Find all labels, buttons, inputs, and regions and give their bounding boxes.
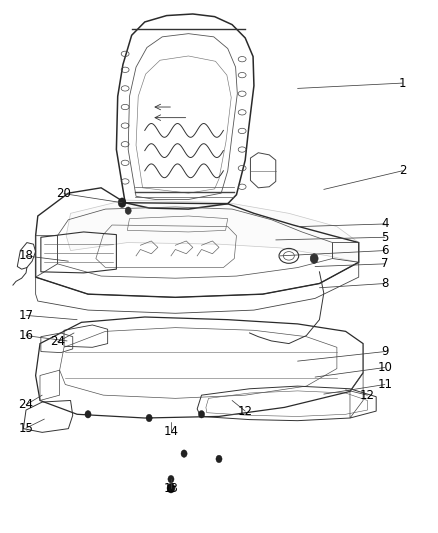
Circle shape xyxy=(168,475,174,483)
Text: 9: 9 xyxy=(381,345,389,358)
Circle shape xyxy=(310,254,318,263)
Text: 6: 6 xyxy=(381,244,389,257)
Text: 13: 13 xyxy=(163,482,178,495)
Circle shape xyxy=(216,455,222,463)
Text: 17: 17 xyxy=(18,309,34,322)
Circle shape xyxy=(198,410,205,418)
Text: 8: 8 xyxy=(381,277,389,290)
Circle shape xyxy=(85,410,91,418)
Text: 10: 10 xyxy=(378,361,392,374)
Text: 12: 12 xyxy=(238,405,253,417)
Text: 12: 12 xyxy=(360,389,375,402)
Circle shape xyxy=(181,450,187,457)
Text: 16: 16 xyxy=(18,329,34,342)
Text: 4: 4 xyxy=(381,217,389,230)
Text: 18: 18 xyxy=(18,249,33,262)
Circle shape xyxy=(167,483,175,493)
Text: 2: 2 xyxy=(399,164,406,177)
Text: 24: 24 xyxy=(18,398,34,411)
Text: 1: 1 xyxy=(399,77,406,90)
Circle shape xyxy=(118,198,126,207)
Text: 15: 15 xyxy=(18,422,33,434)
Text: 20: 20 xyxy=(57,187,71,200)
Text: 11: 11 xyxy=(378,378,392,391)
Circle shape xyxy=(146,414,152,422)
Text: 7: 7 xyxy=(381,257,389,270)
Polygon shape xyxy=(66,200,359,262)
Circle shape xyxy=(125,207,131,214)
Text: 14: 14 xyxy=(163,425,178,438)
Text: 5: 5 xyxy=(381,231,389,244)
Text: 24: 24 xyxy=(50,335,65,349)
